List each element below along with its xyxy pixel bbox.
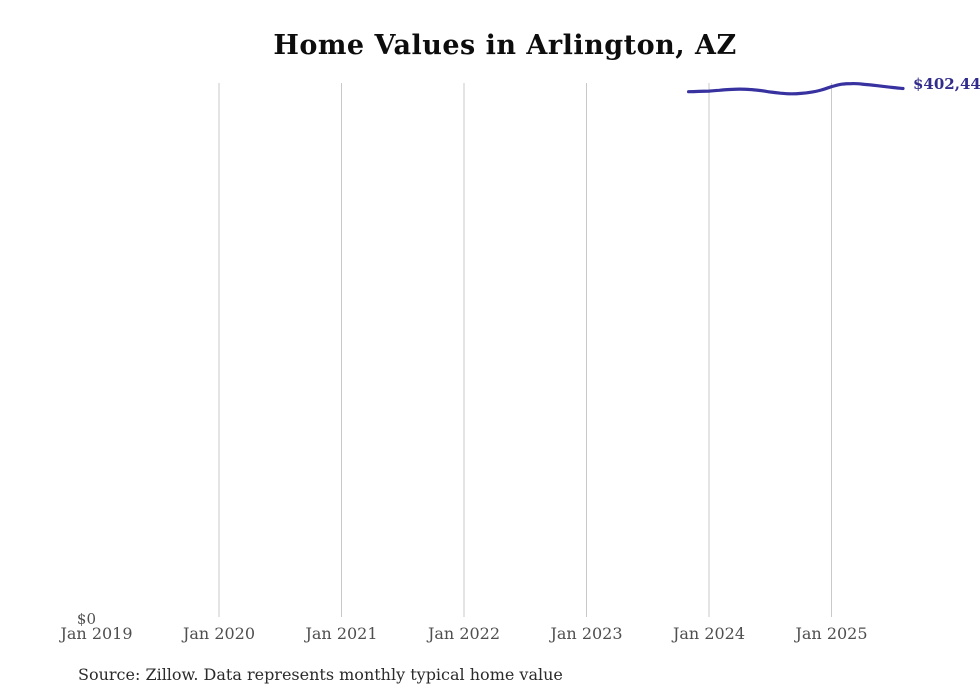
- chart-title: Home Values in Arlington, AZ: [273, 30, 737, 61]
- x-tick-label: Jan 2024: [672, 624, 746, 643]
- x-tick-label: Jan 2023: [550, 624, 623, 643]
- x-tick-label: Jan 2019: [60, 624, 133, 643]
- x-tick-label: Jan 2025: [795, 624, 868, 643]
- y-axis-zero-label: $0: [76, 610, 96, 628]
- x-tick-label: Jan 2020: [182, 624, 256, 643]
- source-note: Source: Zillow. Data represents monthly …: [78, 665, 563, 684]
- last-value-label: $402,444: [913, 75, 980, 93]
- home-value-line: [687, 81, 905, 96]
- x-tick-label: Jan 2021: [305, 624, 378, 643]
- x-tick-label: Jan 2022: [427, 624, 501, 643]
